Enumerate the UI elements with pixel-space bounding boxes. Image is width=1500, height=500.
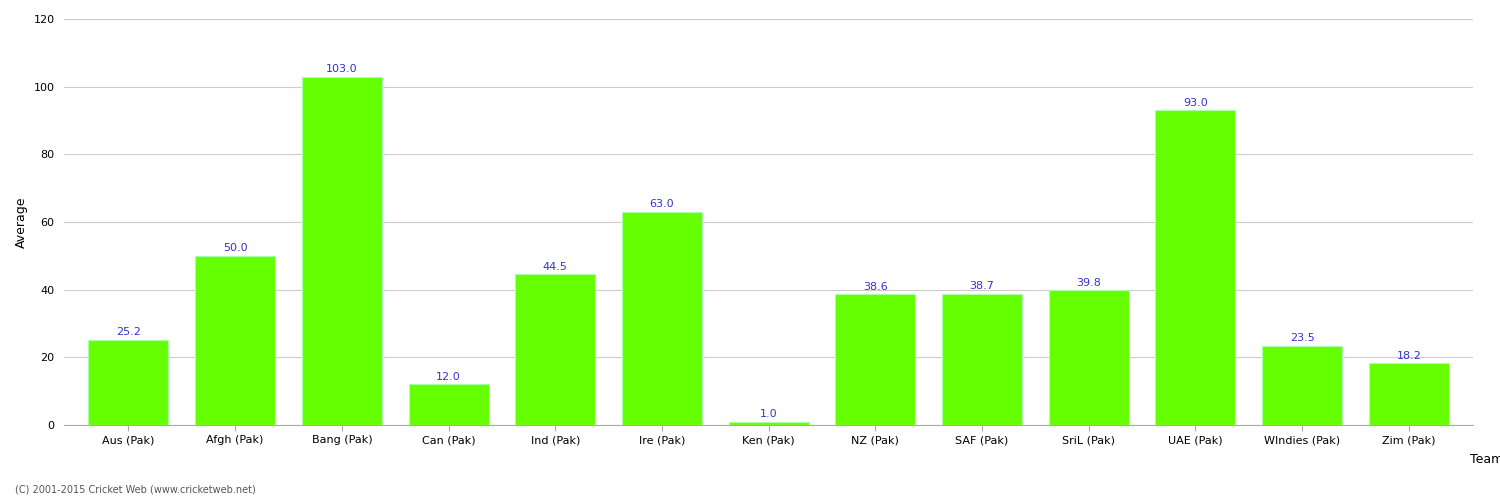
Text: 63.0: 63.0 — [650, 199, 674, 209]
Text: 12.0: 12.0 — [436, 372, 460, 382]
Text: 44.5: 44.5 — [543, 262, 567, 272]
Bar — [514, 274, 596, 425]
Bar — [1262, 346, 1342, 425]
Bar — [1048, 290, 1130, 425]
Text: 50.0: 50.0 — [224, 243, 248, 253]
Text: 23.5: 23.5 — [1290, 333, 1314, 343]
Text: 39.8: 39.8 — [1077, 278, 1101, 287]
Text: 25.2: 25.2 — [116, 327, 141, 337]
X-axis label: Team: Team — [1470, 454, 1500, 466]
Text: 38.6: 38.6 — [862, 282, 888, 292]
Bar — [1155, 110, 1236, 425]
Text: 93.0: 93.0 — [1184, 98, 1208, 108]
Text: 1.0: 1.0 — [760, 409, 777, 419]
Bar — [729, 422, 809, 425]
Y-axis label: Average: Average — [15, 196, 28, 248]
Bar — [195, 256, 274, 425]
Bar — [836, 294, 915, 425]
Bar — [408, 384, 489, 425]
Bar — [942, 294, 1022, 425]
Bar — [302, 76, 382, 425]
Bar — [88, 340, 168, 425]
Text: (C) 2001-2015 Cricket Web (www.cricketweb.net): (C) 2001-2015 Cricket Web (www.cricketwe… — [15, 485, 255, 495]
Text: 38.7: 38.7 — [969, 282, 994, 292]
Text: 103.0: 103.0 — [326, 64, 357, 74]
Bar — [622, 212, 702, 425]
Text: 18.2: 18.2 — [1396, 351, 1422, 361]
Bar — [1370, 364, 1449, 425]
